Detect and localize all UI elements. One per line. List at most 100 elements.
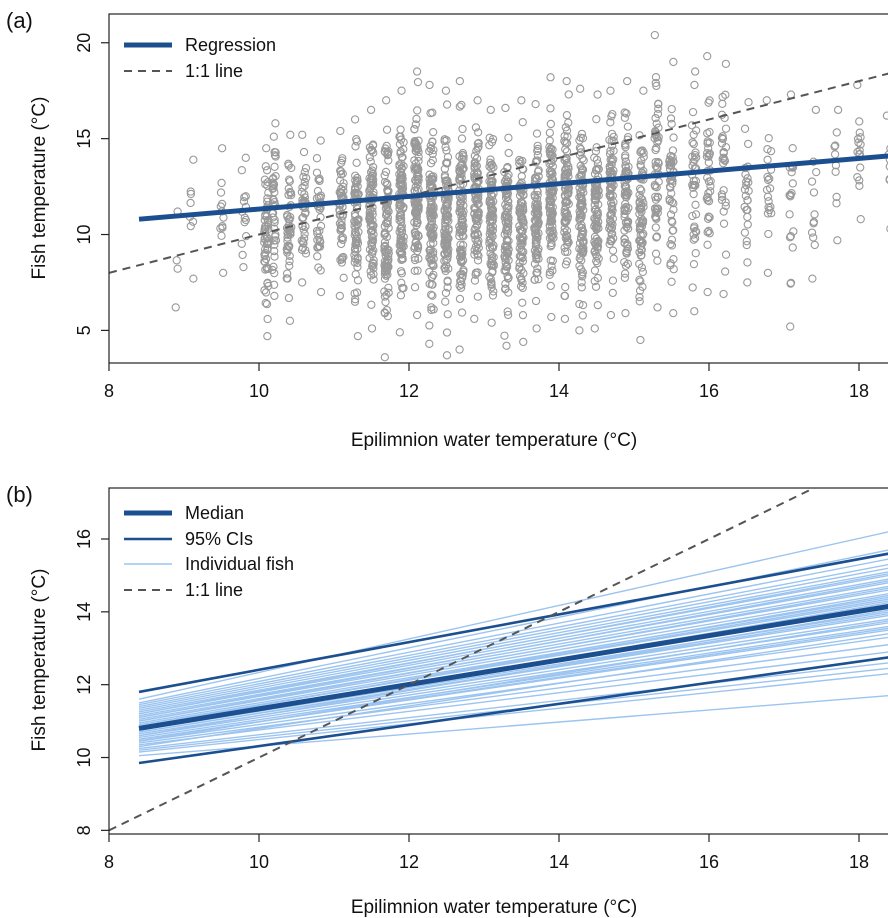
observation-point (270, 232, 280, 241)
observation-point (369, 221, 378, 230)
observation-point (338, 169, 347, 178)
observation-point (501, 103, 510, 113)
observation-point (607, 154, 616, 163)
observation-point (268, 265, 277, 275)
observation-point (532, 195, 542, 204)
observation-point (396, 147, 405, 156)
observation-point (885, 155, 888, 164)
observation-point (473, 256, 483, 265)
observation-point (592, 234, 601, 243)
observation-point (651, 72, 661, 82)
observation-point (719, 289, 728, 299)
observation-point (336, 166, 345, 175)
observation-point (667, 104, 676, 114)
observation-point (399, 232, 408, 242)
median-line (138, 603, 888, 731)
observation-point (721, 90, 730, 99)
observation-point (690, 155, 699, 164)
observation-point (301, 173, 311, 183)
observation-point (412, 67, 422, 76)
observation-point (425, 253, 434, 262)
observation-point (282, 269, 292, 278)
observation-point (608, 288, 617, 298)
observation-point (313, 229, 322, 238)
observation-point (410, 266, 419, 276)
observation-point (429, 202, 438, 211)
observation-point (886, 145, 888, 152)
observation-point (337, 221, 346, 230)
observation-point (576, 198, 586, 208)
observation-point (518, 226, 527, 236)
observation-point (367, 241, 377, 250)
observation-point (651, 78, 660, 88)
observation-point (456, 176, 465, 186)
observation-point (743, 212, 752, 222)
observation-point (217, 178, 226, 188)
observation-point (763, 155, 772, 164)
observation-point (593, 221, 602, 230)
observation-point (353, 182, 362, 191)
observation-point (703, 52, 712, 61)
individual-fish-line (138, 613, 888, 733)
observation-point (443, 152, 453, 162)
observation-point (268, 213, 278, 222)
observation-point (239, 262, 248, 272)
observation-point (473, 230, 483, 240)
observation-point (561, 282, 570, 292)
legend-label-regression: Regression (185, 35, 276, 55)
observation-point (705, 150, 714, 159)
observation-point (562, 139, 572, 148)
observation-point (444, 264, 453, 273)
observation-point (285, 175, 294, 184)
observation-point (285, 215, 294, 224)
observation-point (620, 205, 630, 214)
observation-point (562, 76, 571, 86)
observation-point (441, 288, 451, 298)
observation-point (410, 283, 420, 292)
observation-point (653, 109, 663, 119)
observation-point (545, 270, 554, 279)
observation-point (578, 226, 587, 235)
observation-point (638, 238, 647, 247)
observation-point (351, 218, 360, 227)
observation-point (669, 133, 678, 142)
observation-point (270, 151, 280, 160)
panel-a-x-label: Epilimnion water temperature (°C) (351, 430, 637, 451)
observation-point (548, 266, 557, 275)
observation-point (488, 216, 497, 225)
individual-fish-line (138, 651, 888, 746)
observation-point (410, 124, 419, 134)
panel-a-points (171, 30, 888, 362)
observation-point (353, 236, 362, 245)
observation-point (547, 261, 556, 271)
observation-point (368, 261, 377, 271)
observation-point (336, 223, 346, 233)
observation-point (534, 218, 543, 227)
observation-point (428, 137, 437, 146)
observation-point (216, 188, 226, 197)
observation-point (397, 153, 406, 162)
observation-point (442, 351, 452, 360)
observation-point (398, 180, 407, 190)
observation-point (575, 215, 584, 224)
observation-point (240, 213, 249, 222)
observation-point (380, 308, 389, 317)
observation-point (443, 310, 452, 319)
observation-point (458, 231, 467, 240)
observation-point (885, 176, 888, 184)
observation-point (441, 297, 450, 306)
observation-point (720, 267, 730, 276)
observation-point (622, 109, 631, 118)
one-to-one-line-b (109, 488, 817, 832)
observation-point (474, 251, 483, 260)
observation-point (518, 235, 527, 244)
observation-point (354, 227, 363, 237)
observation-point (488, 267, 497, 276)
observation-point (855, 128, 864, 137)
observation-point (283, 241, 292, 251)
observation-point (577, 170, 586, 180)
observation-point (352, 137, 362, 146)
observation-point (606, 86, 615, 95)
observation-point (261, 162, 270, 171)
observation-point (399, 283, 408, 293)
